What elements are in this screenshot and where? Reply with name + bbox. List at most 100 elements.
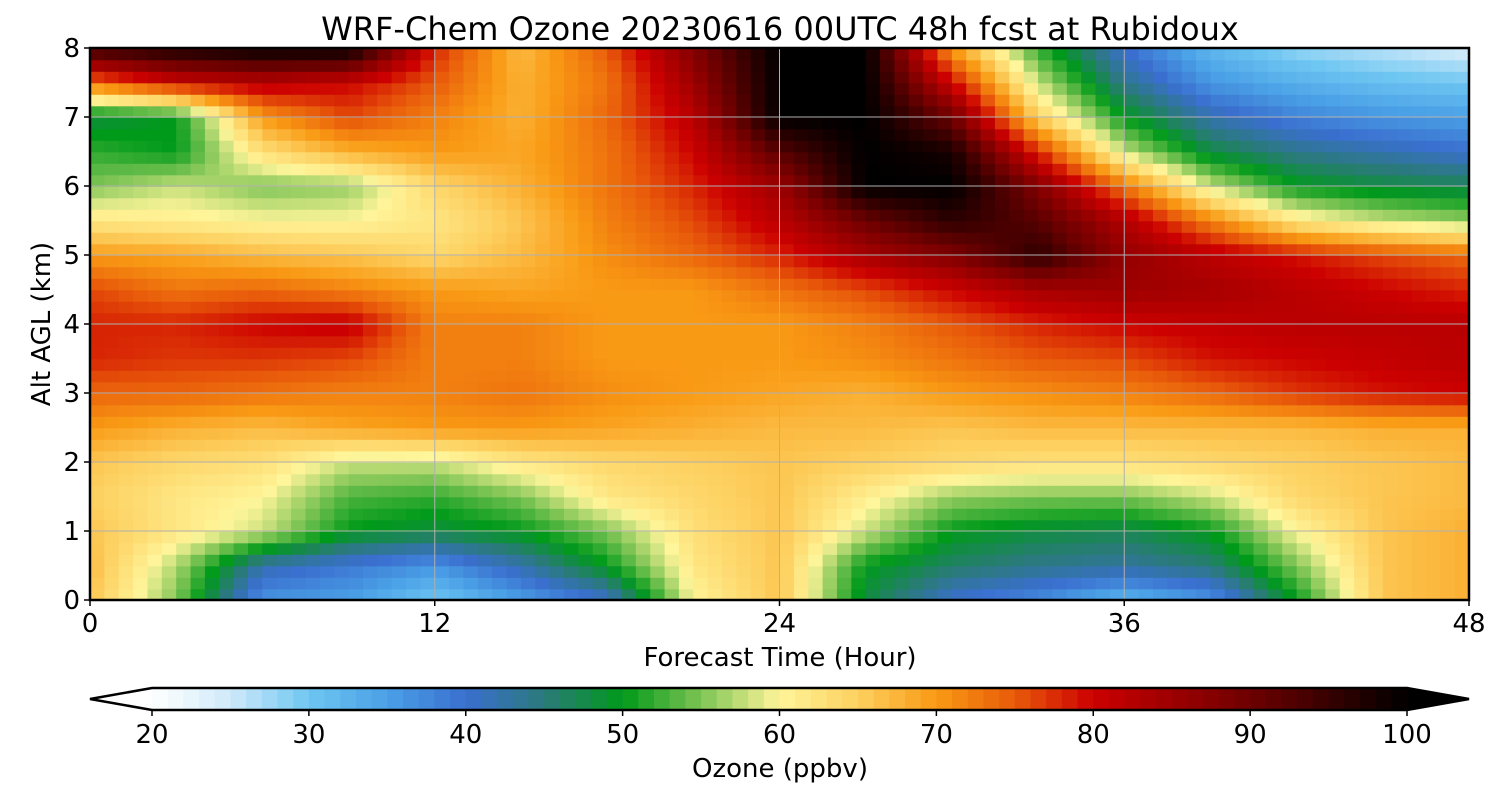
heatmap-cell (1354, 140, 1370, 153)
heatmap-cell (90, 427, 106, 440)
heatmap-cell (549, 393, 565, 406)
heatmap-cell (1296, 255, 1312, 268)
heatmap-cell (90, 554, 106, 567)
heatmap-cell (1038, 588, 1054, 600)
heatmap-cell (908, 324, 924, 337)
heatmap-cell (477, 140, 493, 153)
heatmap-cell (894, 450, 910, 463)
heatmap-cell (477, 59, 493, 72)
heatmap-cell (1325, 117, 1341, 130)
heatmap-cell (808, 94, 824, 107)
heatmap-cell (176, 496, 192, 509)
heatmap-cell (1066, 542, 1082, 555)
heatmap-cell (1368, 312, 1384, 325)
heatmap-cell (520, 312, 537, 325)
heatmap-cell (233, 243, 249, 256)
heatmap-cell (937, 347, 953, 360)
heatmap-cell (1267, 48, 1284, 61)
heatmap-cell (1210, 232, 1226, 245)
heatmap-cell (1296, 82, 1312, 95)
heatmap-cell (937, 278, 953, 291)
heatmap-cell (391, 174, 407, 187)
heatmap-cell (176, 140, 192, 153)
heatmap-cell (923, 450, 939, 463)
heatmap-cell (865, 243, 881, 256)
colorbar-segment (403, 688, 420, 710)
heatmap-cell (1282, 565, 1298, 578)
heatmap-cell (406, 519, 422, 532)
heatmap-cell (937, 358, 953, 371)
heatmap-cell (937, 554, 953, 567)
heatmap-cell (262, 439, 278, 452)
y-tick-label: 0 (63, 586, 80, 616)
heatmap-cell (319, 404, 335, 417)
heatmap-cell (650, 71, 666, 84)
heatmap-cell (219, 105, 235, 118)
heatmap-cell (334, 197, 350, 210)
heatmap-cell (1411, 439, 1427, 452)
heatmap-cell (851, 232, 867, 245)
heatmap-cell (1138, 243, 1154, 256)
heatmap-cell (707, 140, 723, 153)
heatmap-cell (865, 496, 881, 509)
heatmap-cell (362, 71, 379, 84)
heatmap-cell (1038, 255, 1054, 268)
heatmap-cell (1095, 278, 1111, 291)
heatmap-cell (262, 71, 278, 84)
heatmap-cell (1397, 393, 1413, 406)
heatmap-cell (190, 496, 206, 509)
heatmap-cell (477, 82, 493, 95)
heatmap-cell (204, 542, 221, 555)
heatmap-cell (951, 105, 968, 118)
colorbar-segment (1281, 688, 1298, 710)
heatmap-cell (377, 220, 393, 233)
heatmap-cell (1382, 531, 1398, 544)
heatmap-cell (449, 243, 465, 256)
heatmap-cell (362, 381, 379, 394)
heatmap-cell (420, 450, 436, 463)
heatmap-cell (1052, 496, 1068, 509)
heatmap-cell (1181, 128, 1197, 141)
heatmap-cell (880, 301, 896, 314)
heatmap-cell (1354, 496, 1370, 509)
heatmap-cell (750, 565, 766, 578)
heatmap-cell (994, 404, 1011, 417)
heatmap-cell (1167, 496, 1183, 509)
heatmap-cell (1196, 588, 1212, 600)
heatmap-cell (1382, 255, 1398, 268)
heatmap-cell (1411, 347, 1427, 360)
heatmap-cell (1081, 565, 1097, 578)
heatmap-cell (578, 197, 594, 210)
heatmap-cell (133, 82, 149, 95)
heatmap-cell (1066, 197, 1082, 210)
heatmap-cell (1325, 496, 1341, 509)
heatmap-cell (1339, 347, 1355, 360)
heatmap-cell (750, 255, 766, 268)
heatmap-cell (90, 220, 106, 233)
heatmap-cell (535, 94, 551, 107)
heatmap-cell (348, 71, 364, 84)
heatmap-cell (966, 416, 982, 429)
heatmap-cell (707, 485, 723, 498)
heatmap-cell (362, 324, 379, 337)
heatmap-cell (434, 278, 450, 291)
heatmap-cell (1425, 416, 1442, 429)
heatmap-cell (980, 473, 996, 486)
heatmap-cell (1239, 554, 1255, 567)
heatmap-cell (276, 174, 292, 187)
heatmap-cell (348, 439, 364, 452)
heatmap-cell (520, 577, 537, 590)
heatmap-cell (980, 301, 996, 314)
heatmap-cell (707, 105, 723, 118)
heatmap-cell (822, 209, 838, 222)
heatmap-cell (549, 94, 565, 107)
heatmap-cell (894, 243, 910, 256)
heatmap-cell (377, 301, 393, 314)
colorbar-tick-label: 50 (606, 720, 639, 750)
heatmap-cell (492, 174, 508, 187)
heatmap-cell (937, 255, 953, 268)
heatmap-cell (1239, 393, 1255, 406)
heatmap-cell (1296, 335, 1312, 348)
heatmap-cell (1440, 370, 1456, 383)
heatmap-cell (1282, 450, 1298, 463)
